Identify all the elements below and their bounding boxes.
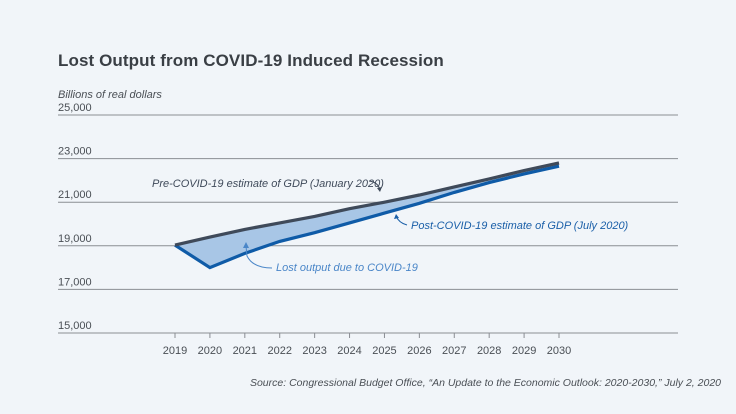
y-tick-label: 15,000 <box>58 320 92 332</box>
x-tick-label: 2030 <box>547 345 571 357</box>
x-tick-label: 2029 <box>512 345 536 357</box>
series-line-post-covid <box>174 164 560 270</box>
x-tick-label: 2020 <box>198 345 222 357</box>
annotations: Pre-COVID-19 estimate of GDP (January 20… <box>152 178 629 274</box>
x-tick-label: 2021 <box>233 345 257 357</box>
y-tick-label: 17,000 <box>58 276 92 288</box>
x-tick-label: 2028 <box>477 345 501 357</box>
arrowhead-icon <box>377 187 382 192</box>
chart-source: Source: Congressional Budget Office, “An… <box>249 377 721 389</box>
y-axis-label: Billions of real dollars <box>58 89 162 101</box>
gridlines <box>58 114 678 334</box>
series-line-pre-covid <box>174 161 560 247</box>
y-tick-label: 21,000 <box>58 189 92 201</box>
arrowhead-icon <box>394 214 399 219</box>
x-tick-label: 2027 <box>442 345 466 357</box>
y-tick-label: 25,000 <box>58 102 92 114</box>
annotation-arrow-lost-output <box>245 245 273 269</box>
x-tick-label: 2024 <box>337 345 361 357</box>
annotation-pre-covid: Pre-COVID-19 estimate of GDP (January 20… <box>152 178 384 190</box>
annotation-lost-output: Lost output due to COVID-19 <box>276 262 418 274</box>
x-tick-label: 2019 <box>163 345 187 357</box>
annotation-post-covid: Post-COVID-19 estimate of GDP (July 2020… <box>411 220 629 232</box>
data-points <box>174 162 560 268</box>
x-ticks: 2019 2020 2021 2022 2023 2024 2025 2026 2027 2028… <box>163 333 571 357</box>
y-tick-labels: 15,000 17,000 19,000 21,000 23,000 25,000 <box>58 102 92 332</box>
x-tick-label: 2022 <box>267 345 291 357</box>
y-tick-label: 23,000 <box>58 146 92 158</box>
arrowhead-icon <box>243 242 249 248</box>
x-tick-label: 2023 <box>302 345 326 357</box>
x-tick-label: 2026 <box>407 345 431 357</box>
chart-title: Lost Output from COVID-19 Induced Recess… <box>58 51 444 70</box>
x-tick-label: 2025 <box>372 345 396 357</box>
y-tick-label: 19,000 <box>58 233 92 245</box>
